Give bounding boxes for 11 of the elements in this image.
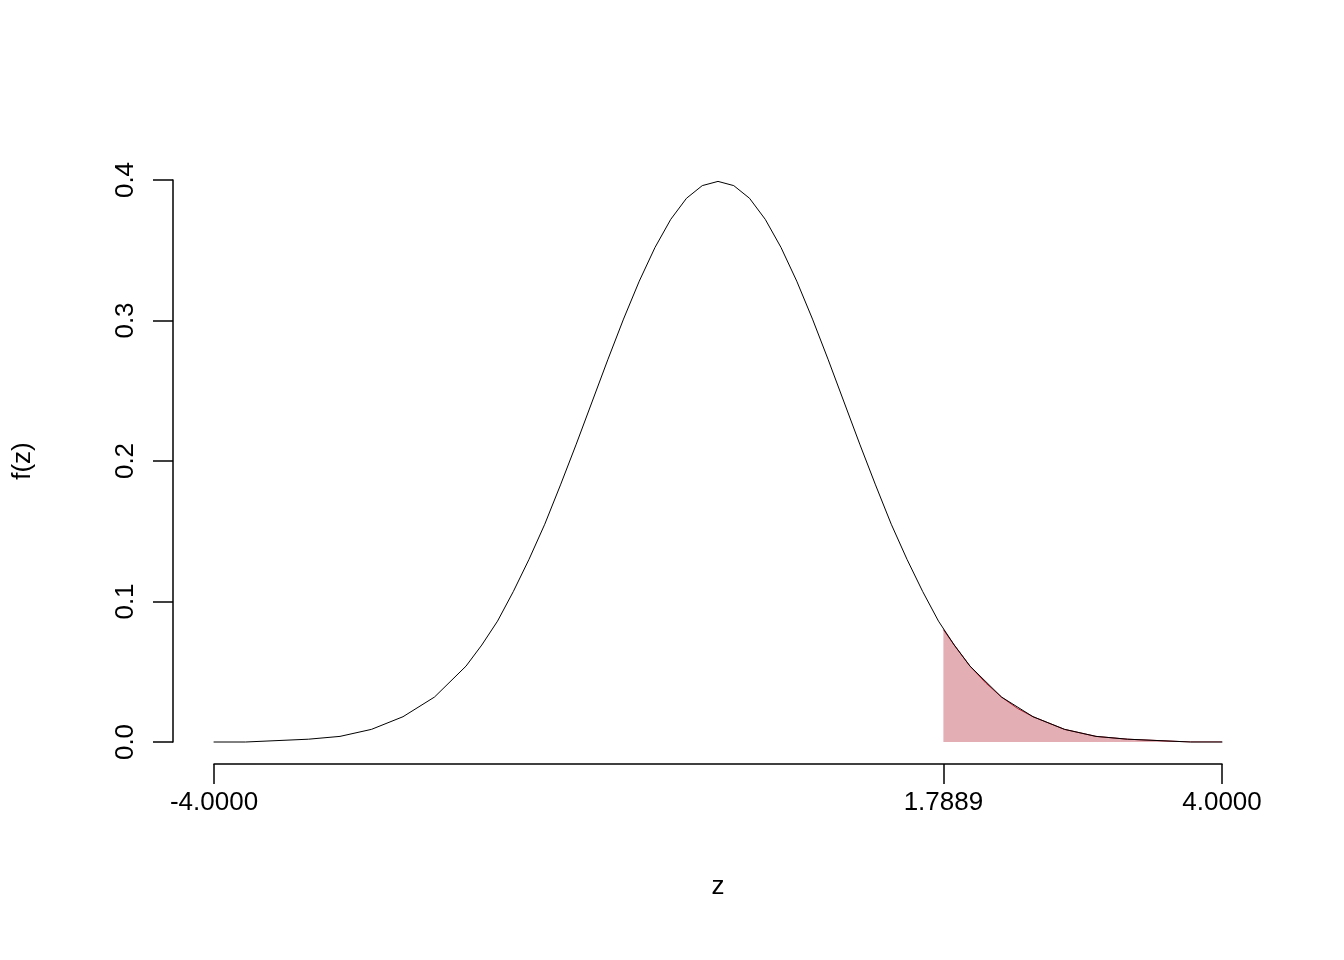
- x-tick-label: 4.0000: [1182, 786, 1262, 816]
- y-tick-label: 0.4: [109, 161, 139, 199]
- y-axis-title: f(z): [6, 442, 36, 480]
- y-tick-label: 0.1: [109, 583, 139, 620]
- y-tick-label: 0.2: [109, 442, 139, 480]
- y-tick-label: 0.3: [109, 302, 139, 339]
- x-tick-label: -4.0000: [169, 786, 259, 816]
- x-tick-label: 1.7889: [903, 786, 984, 816]
- line-series: [213, 180, 1223, 743]
- y-tick-label: 0.0: [109, 723, 139, 761]
- x-axis-title: z: [711, 870, 725, 900]
